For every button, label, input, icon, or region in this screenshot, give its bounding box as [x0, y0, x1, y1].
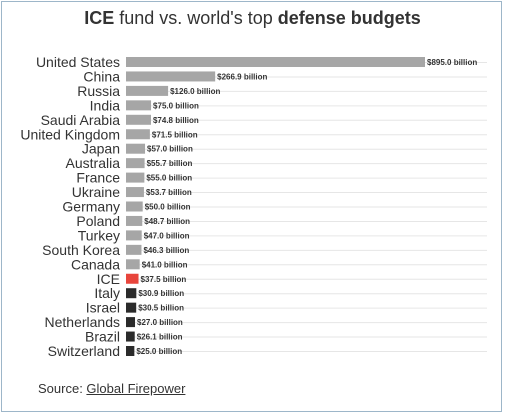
category-label-italy: Italy	[94, 285, 120, 301]
value-label-brazil: $26.1 billion	[137, 333, 183, 342]
category-label-saudi-arabia: Saudi Arabia	[41, 112, 121, 128]
bar-canada	[126, 259, 140, 270]
bar-united-kingdom	[126, 129, 150, 140]
value-label-saudi-arabia: $74.8 billion	[153, 116, 199, 125]
category-label-turkey: Turkey	[78, 227, 120, 243]
category-label-canada: Canada	[71, 256, 120, 272]
bar-south-korea	[126, 244, 142, 255]
value-label-canada: $41.0 billion	[142, 260, 188, 269]
category-label-switzerland: Switzerland	[48, 343, 120, 359]
bar-ukraine	[126, 187, 144, 198]
chart-title: ICE fund vs. world's top defense budgets	[0, 8, 505, 29]
category-label-russia: Russia	[77, 83, 120, 99]
category-label-israel: Israel	[86, 300, 120, 316]
value-label-united-states: $895.0 billion	[427, 58, 477, 67]
value-label-russia: $126.0 billion	[170, 87, 220, 96]
bar-brazil	[126, 331, 135, 342]
bar-australia	[126, 158, 145, 169]
value-label-poland: $48.7 billion	[144, 217, 190, 226]
value-label-australia: $55.7 billion	[147, 159, 193, 168]
bar-france	[126, 172, 145, 183]
category-label-australia: Australia	[66, 155, 121, 171]
category-label-south-korea: South Korea	[42, 242, 120, 258]
value-label-ukraine: $53.7 billion	[146, 188, 192, 197]
value-label-india: $75.0 billion	[153, 101, 199, 110]
category-label-china: China	[83, 68, 120, 84]
bar-japan	[126, 143, 146, 154]
category-label-ukraine: Ukraine	[72, 184, 120, 200]
value-label-netherlands: $27.0 billion	[137, 318, 183, 327]
bar-israel	[126, 302, 137, 313]
bar-italy	[126, 288, 137, 299]
bar-netherlands	[126, 317, 136, 328]
value-label-united-kingdom: $71.5 billion	[152, 130, 198, 139]
category-label-netherlands: Netherlands	[45, 314, 121, 330]
source-line: Source: Global Firepower	[38, 381, 185, 396]
category-label-germany: Germany	[62, 199, 120, 215]
value-label-france: $55.0 billion	[146, 174, 192, 183]
title-part-ice: ICE	[84, 8, 115, 28]
bar-germany	[126, 201, 143, 212]
bar-saudi-arabia	[126, 114, 151, 125]
category-label-france: France	[76, 170, 120, 186]
title-part-budgets: defense budgets	[277, 8, 421, 28]
value-label-china: $266.9 billion	[217, 72, 267, 81]
category-label-united-kingdom: United Kingdom	[20, 126, 120, 142]
bar-india	[126, 100, 152, 111]
bar-poland	[126, 215, 143, 226]
category-label-poland: Poland	[76, 213, 120, 229]
bar-russia	[126, 85, 169, 96]
source-label: Source:	[38, 381, 87, 396]
bar-switzerland	[126, 346, 135, 356]
category-label-india: India	[90, 97, 121, 113]
value-label-israel: $30.5 billion	[138, 304, 184, 313]
bar-ice	[126, 273, 139, 284]
value-label-south-korea: $46.3 billion	[143, 246, 189, 255]
category-label-ice: ICE	[97, 271, 120, 287]
value-label-germany: $50.0 billion	[145, 203, 191, 212]
category-label-japan: Japan	[82, 141, 120, 157]
value-label-japan: $57.0 billion	[147, 145, 193, 154]
value-label-turkey: $47.0 billion	[144, 231, 190, 240]
source-link[interactable]: Global Firepower	[86, 381, 186, 396]
title-part-middle: fund vs. world's top	[114, 8, 278, 28]
category-label-united-states: United States	[36, 54, 120, 70]
category-label-brazil: Brazil	[85, 329, 120, 345]
bar-china	[126, 71, 216, 82]
bar-turkey	[126, 230, 142, 241]
value-label-italy: $30.9 billion	[138, 289, 184, 298]
bar-united-states	[126, 57, 425, 67]
value-label-switzerland: $25.0 billion	[136, 347, 182, 356]
value-label-ice: $37.5 billion	[141, 275, 187, 284]
